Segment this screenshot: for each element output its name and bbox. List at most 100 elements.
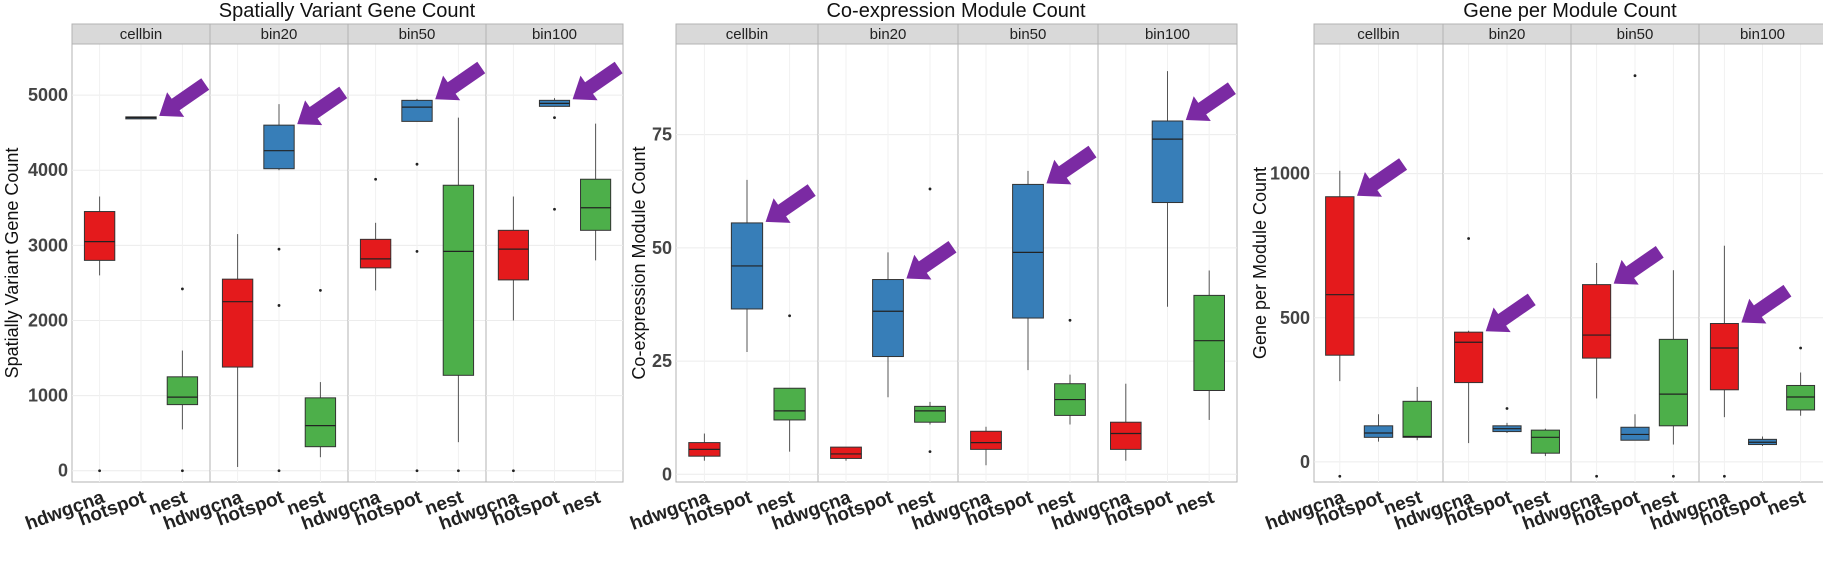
box-iqr xyxy=(1658,338,1688,427)
y-tick-label: 1000 xyxy=(28,386,68,406)
facet-strip-label: cellbin xyxy=(1357,26,1400,43)
box-hotspot xyxy=(401,98,433,473)
highlight-arrow-icon xyxy=(1485,293,1536,333)
box-nest xyxy=(1193,270,1225,420)
box-iqr xyxy=(1012,183,1044,319)
box-iqr xyxy=(1530,429,1560,454)
y-tick-label: 5000 xyxy=(28,85,68,105)
box-iqr xyxy=(221,278,254,368)
outlier-point xyxy=(928,450,932,454)
y-tick-label: 25 xyxy=(652,351,672,371)
outlier-point xyxy=(928,187,932,191)
highlight-arrow-icon xyxy=(297,86,348,126)
box-nest xyxy=(1530,428,1560,457)
box-nest xyxy=(1658,270,1688,478)
highlight-arrow-icon xyxy=(1357,158,1408,197)
y-tick-label: 1000 xyxy=(1270,164,1310,184)
box-nest xyxy=(1054,318,1086,425)
box-hotspot xyxy=(125,116,157,120)
facet-strip-label: bin20 xyxy=(870,26,907,43)
facet-strip-label: bin20 xyxy=(261,26,298,43)
y-axis-label: Spatially Variant Gene Count xyxy=(2,148,22,379)
box-iqr xyxy=(1193,294,1225,392)
box-hdwgcna xyxy=(1582,263,1612,478)
box-iqr xyxy=(401,99,433,122)
box-iqr xyxy=(304,397,337,448)
box-hotspot xyxy=(1492,407,1522,434)
y-tick-label: 50 xyxy=(652,238,672,258)
box-iqr xyxy=(914,405,946,423)
box-hotspot xyxy=(1620,74,1650,441)
y-tick-label: 4000 xyxy=(28,160,68,180)
box-iqr xyxy=(1582,284,1612,359)
chart-title: Co-expression Module Count xyxy=(826,0,1085,22)
facet-strip-label: bin100 xyxy=(1145,26,1190,43)
box-hotspot xyxy=(263,104,295,473)
box-hotspot xyxy=(538,98,571,211)
outlier-point xyxy=(1595,474,1598,478)
box-hdwgcna xyxy=(83,196,116,473)
chart-2: Co-expression Module Count Co-expression … xyxy=(628,0,1238,535)
y-tick-label: 2000 xyxy=(28,310,68,330)
facet-strip-label: bin20 xyxy=(1489,26,1526,43)
box-nest xyxy=(580,123,612,261)
outlier-point xyxy=(788,314,791,318)
box-hdwgcna xyxy=(970,426,1002,466)
box-hdwgcna xyxy=(221,234,254,467)
outlier-point xyxy=(415,162,419,166)
chart-title: Gene per Module Count xyxy=(1463,0,1677,22)
highlight-arrow-icon xyxy=(435,61,486,101)
highlight-arrow-icon xyxy=(1185,82,1236,121)
outlier-point xyxy=(1068,318,1072,322)
outlier-point xyxy=(277,247,281,251)
box-hdwgcna xyxy=(1325,170,1355,478)
facet-strip-label: bin100 xyxy=(532,26,577,43)
chart-title: Spatially Variant Gene Count xyxy=(219,0,476,22)
box-iqr xyxy=(497,229,529,281)
box-hdwgcna xyxy=(1709,245,1739,478)
highlight-arrow-icon xyxy=(1046,145,1097,185)
x-tick-label: nest xyxy=(1764,487,1809,520)
y-axis-label: Co-expression Module Count xyxy=(629,146,649,379)
box-hotspot xyxy=(1748,436,1777,446)
chart-3: Gene per Module Count Gene per Module Cou… xyxy=(1250,0,1823,535)
y-tick-label: 0 xyxy=(1300,452,1310,472)
box-nest xyxy=(914,187,946,454)
outlier-point xyxy=(181,469,184,473)
box-iqr xyxy=(830,446,862,459)
outlier-point xyxy=(415,469,419,473)
outlier-point xyxy=(1633,74,1637,78)
outlier-point xyxy=(553,207,556,211)
box-iqr xyxy=(580,178,612,231)
facet-strip-label: cellbin xyxy=(726,26,769,43)
y-tick-label: 500 xyxy=(1280,308,1310,328)
box-hdwgcna xyxy=(830,446,862,461)
box-iqr xyxy=(1151,120,1184,204)
facet-panel xyxy=(1698,43,1823,483)
box-iqr xyxy=(1620,426,1650,441)
box-nest xyxy=(442,117,475,473)
y-axis-label: Gene per Module Count xyxy=(1250,167,1270,359)
box-iqr xyxy=(359,238,392,269)
outlier-point xyxy=(415,249,419,253)
highlight-arrow-icon xyxy=(159,78,210,117)
box-iqr xyxy=(83,211,116,261)
outlier-point xyxy=(1723,474,1726,478)
box-iqr xyxy=(1709,323,1739,391)
box-hdwgcna xyxy=(497,196,529,473)
facet-strip xyxy=(1698,23,1823,45)
outlier-point xyxy=(553,116,556,120)
facet-strip xyxy=(485,23,624,45)
box-nest xyxy=(166,287,199,473)
box-hotspot xyxy=(872,252,904,398)
outlier-point xyxy=(1505,407,1509,410)
facet-strip-label: bin50 xyxy=(1010,26,1047,43)
y-tick-label: 0 xyxy=(662,464,672,484)
box-hotspot xyxy=(1012,170,1044,371)
box-nest xyxy=(304,289,337,458)
